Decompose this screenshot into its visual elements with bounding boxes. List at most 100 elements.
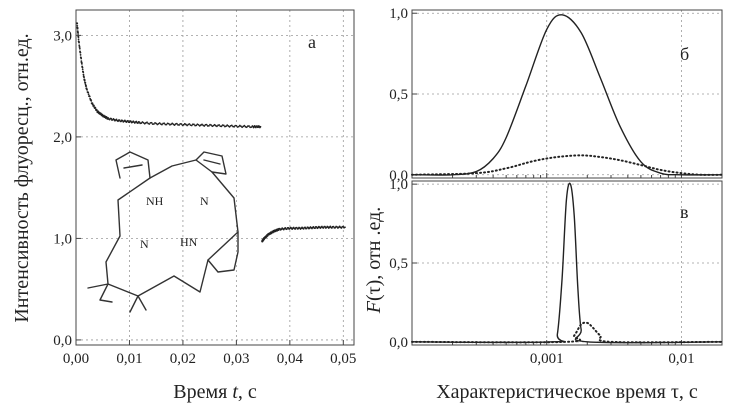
series-line-dotted xyxy=(411,321,723,344)
data-point xyxy=(233,125,235,128)
data-point xyxy=(87,91,90,94)
data-point xyxy=(216,125,218,128)
data-point xyxy=(207,124,210,127)
data-point xyxy=(190,124,193,127)
data-point xyxy=(163,122,166,125)
panel-b-ticks: 0,0 0,5 1,0 xyxy=(389,6,723,184)
data-point xyxy=(155,122,158,125)
data-point xyxy=(201,123,203,126)
data-point xyxy=(79,54,82,56)
data-point xyxy=(180,123,183,125)
data-point xyxy=(235,124,238,127)
data-point xyxy=(237,125,240,128)
data-point xyxy=(205,123,208,126)
data-point xyxy=(210,124,213,127)
data-point xyxy=(93,104,95,107)
data-point xyxy=(140,122,143,124)
data-point xyxy=(161,123,163,126)
panel-a-frame xyxy=(75,9,355,346)
y-tick-label: 1,0 xyxy=(389,177,408,193)
data-point xyxy=(94,107,97,109)
data-point xyxy=(77,31,79,34)
data-point xyxy=(173,124,176,126)
data-point xyxy=(344,226,346,229)
data-point xyxy=(79,51,82,54)
panel-c-x-axis-title: Характеристическое время τ, с xyxy=(436,381,698,403)
x-tick-label: 0,02 xyxy=(170,351,196,367)
x-tick-label: 0,05 xyxy=(330,351,356,367)
data-point xyxy=(110,117,113,120)
data-point xyxy=(153,123,155,125)
panel-a-marks xyxy=(76,22,346,243)
data-point xyxy=(78,47,81,50)
data-point xyxy=(146,121,148,124)
data-point xyxy=(158,122,161,124)
x-tick-label: 0,001 xyxy=(530,351,564,367)
data-point xyxy=(195,124,198,127)
panel-a-y-axis-title: Интенсивность флуоресц., отн.ед. xyxy=(11,33,33,322)
panel-c-letter: в xyxy=(680,202,689,222)
y-tick-label: 1,0 xyxy=(389,6,408,22)
data-point xyxy=(82,73,85,76)
data-point xyxy=(86,88,88,91)
panel-c-y-axis-title: F(τ), отн .ед. xyxy=(363,207,385,315)
data-point xyxy=(80,57,83,60)
data-point xyxy=(193,123,195,126)
data-point xyxy=(85,85,88,88)
panel-b-grid xyxy=(412,10,722,178)
panel-b: 0,0 0,5 1,0 б xyxy=(389,6,723,184)
panel-c-marks xyxy=(411,182,723,344)
panel-b-marks xyxy=(411,14,723,176)
data-point xyxy=(81,66,84,69)
data-point xyxy=(87,93,90,96)
data-point xyxy=(167,122,170,125)
data-point xyxy=(203,125,206,127)
x-tick-label: 0,01 xyxy=(116,351,142,367)
y-tick-label: 0,5 xyxy=(389,256,408,272)
panel-a-x-axis-title: Время t, с xyxy=(173,381,257,403)
data-point xyxy=(188,123,191,125)
data-point xyxy=(245,126,248,129)
x-tick-label: 0,04 xyxy=(277,351,304,367)
y-tick-label: 3,0 xyxy=(53,28,72,44)
atom-label-hn-bottom: HN xyxy=(180,235,198,249)
data-point xyxy=(78,46,81,48)
panel-a-grid xyxy=(75,10,354,345)
data-point xyxy=(178,124,181,126)
data-point xyxy=(165,123,168,126)
molecule-structure: NH N N HN xyxy=(87,151,239,313)
data-point xyxy=(148,123,151,125)
data-point xyxy=(248,125,250,127)
data-point xyxy=(76,22,79,25)
data-point xyxy=(77,36,80,39)
panel-a: 0,00 0,01 0,02 0,03 0,04 0,05 0,0 1,0 2,0 3,0 а В… xyxy=(11,9,356,403)
data-point xyxy=(218,124,221,126)
panel-a-letter: а xyxy=(308,32,316,52)
data-point xyxy=(175,122,178,125)
data-point xyxy=(78,41,80,44)
y-tick-label: 0,5 xyxy=(389,87,408,103)
panel-b-letter: б xyxy=(680,44,689,64)
atom-label-n-top: N xyxy=(200,194,209,208)
x-tick-label: 0,03 xyxy=(223,351,249,367)
x-tick-label: 0,01 xyxy=(668,351,694,367)
y-tick-label: 2,0 xyxy=(53,130,72,146)
data-point xyxy=(88,95,91,98)
data-point xyxy=(80,60,83,63)
data-point xyxy=(81,63,83,65)
y-tick-label: 0,0 xyxy=(389,168,408,184)
data-point xyxy=(77,38,80,41)
data-point xyxy=(76,24,79,27)
y-tick-label: 1,0 xyxy=(53,231,72,247)
data-point xyxy=(84,81,87,84)
y-tick-label: 0,0 xyxy=(389,335,408,351)
y-tick-label: 0,0 xyxy=(53,333,72,349)
panel-c-grid xyxy=(412,181,722,345)
panel-a-ticks: 0,00 0,01 0,02 0,03 0,04 0,05 0,0 1,0 2,0 3,0 xyxy=(53,28,356,367)
panel-c: 0,001 0,01 0,0 0,5 1,0 в Характеристическое … xyxy=(363,177,723,403)
data-point xyxy=(230,124,233,127)
data-point xyxy=(277,229,280,231)
series-line-solid xyxy=(411,14,723,176)
data-point xyxy=(83,76,85,79)
